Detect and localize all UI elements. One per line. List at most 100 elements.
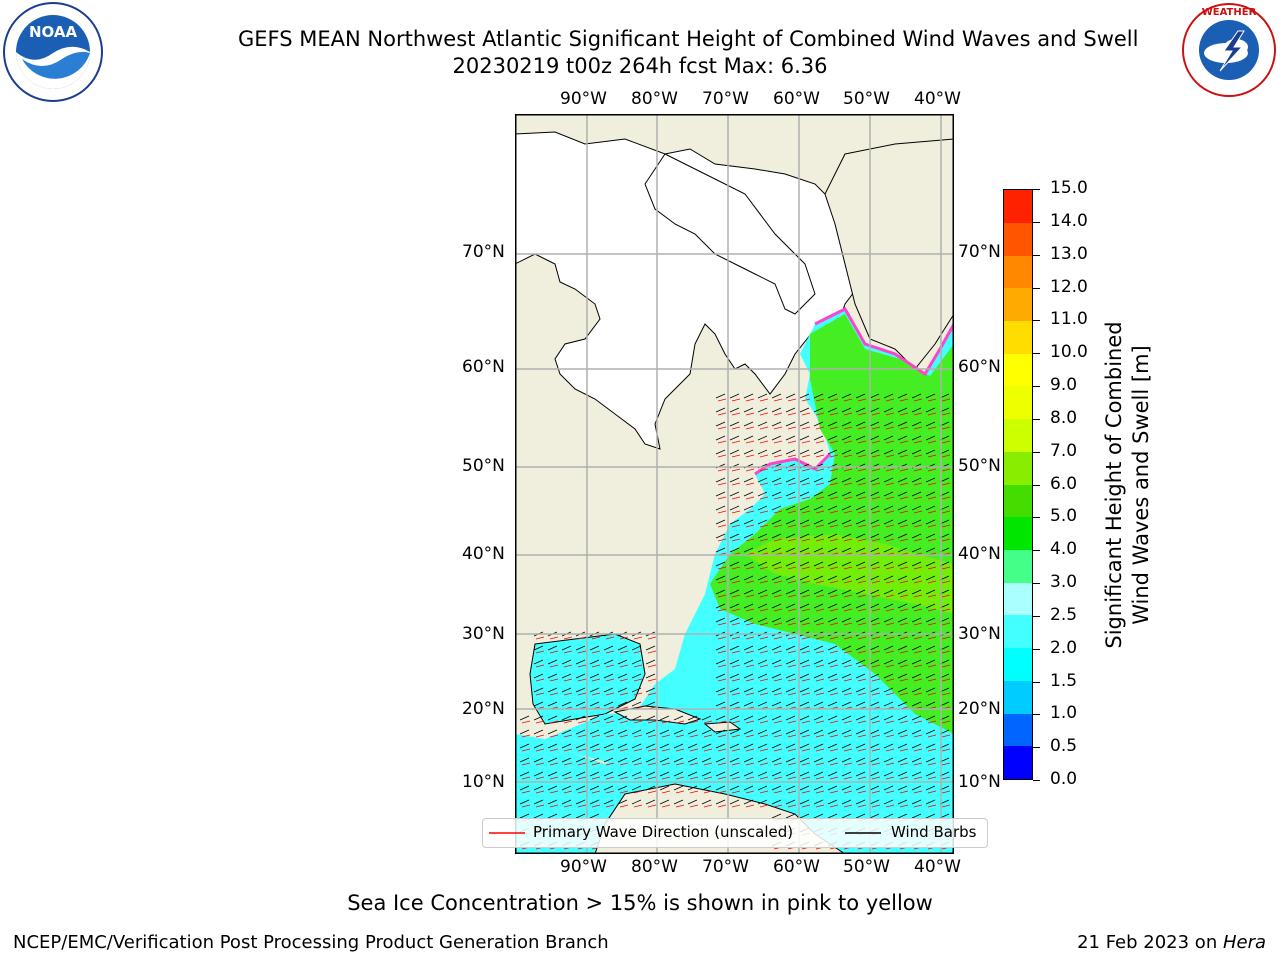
wind-barb <box>757 743 768 749</box>
wave-direction-arrow <box>577 636 587 640</box>
wind-barb <box>925 435 936 441</box>
wave-direction-arrow <box>899 622 909 626</box>
wind-barb <box>547 729 558 735</box>
wave-direction-arrow <box>717 720 727 724</box>
wind-barb <box>729 729 740 735</box>
wave-direction-arrow <box>885 524 895 528</box>
wave-direction-arrow <box>871 692 881 696</box>
wave-direction-arrow <box>829 482 839 486</box>
wave-direction-arrow <box>899 580 909 584</box>
wave-direction-arrow <box>591 636 601 640</box>
wind-barb <box>785 533 796 539</box>
wave-direction-arrow <box>759 412 769 416</box>
wind-barb <box>869 491 880 497</box>
wave-direction-arrow <box>731 496 741 500</box>
wind-barb <box>729 491 740 497</box>
wind-barb <box>589 729 600 735</box>
wave-direction-arrow <box>605 720 615 724</box>
wind-barb <box>603 799 614 805</box>
wind-barb <box>743 393 754 399</box>
wind-barb <box>813 645 824 651</box>
wave-direction-arrow <box>927 412 937 416</box>
wave-direction-arrow <box>899 454 909 458</box>
wave-direction-arrow <box>717 762 727 766</box>
wave-direction-arrow <box>801 692 811 696</box>
wave-direction-arrow <box>801 720 811 724</box>
wind-barb <box>799 771 810 777</box>
wind-barb <box>869 477 880 483</box>
wave-direction-arrow <box>773 720 783 724</box>
wind-barb <box>617 715 628 721</box>
wave-direction-arrow <box>661 734 671 738</box>
wave-direction-arrow <box>899 426 909 430</box>
lon-tick-top: 50°W <box>843 89 890 109</box>
wind-barb <box>771 393 782 399</box>
wave-direction-arrow <box>731 650 741 654</box>
wave-direction-arrow <box>773 804 783 808</box>
wind-barb <box>785 575 796 581</box>
wind-barb <box>603 785 614 791</box>
wave-direction-arrow <box>647 650 657 654</box>
wave-direction-arrow <box>871 762 881 766</box>
wave-direction-arrow <box>773 440 783 444</box>
wave-direction-arrow <box>717 748 727 752</box>
wind-barb <box>757 421 768 427</box>
wind-barb <box>757 617 768 623</box>
colorbar-tick-mark <box>1033 254 1040 256</box>
wave-direction-arrow <box>913 622 923 626</box>
wave-direction-arrow <box>633 636 643 640</box>
colorbar-tick-mark <box>1033 418 1040 420</box>
wave-direction-arrow <box>633 790 643 794</box>
wave-direction-arrow <box>899 748 909 752</box>
wind-barb <box>743 701 754 707</box>
wave-direction-arrow <box>843 482 853 486</box>
wind-barb <box>757 519 768 525</box>
wind-barb <box>659 771 670 777</box>
wind-barb <box>743 785 754 791</box>
wind-barb <box>687 799 698 805</box>
wind-barb <box>855 757 866 763</box>
wave-direction-arrow <box>941 734 951 738</box>
wave-direction-arrow <box>717 538 727 542</box>
wave-direction-arrow <box>815 594 825 598</box>
wave-direction-arrow <box>563 748 573 752</box>
wind-barb <box>701 715 712 721</box>
wave-direction-arrow <box>871 804 881 808</box>
wave-direction-arrow <box>773 510 783 514</box>
wind-barb <box>715 715 726 721</box>
wave-direction-arrow <box>913 580 923 584</box>
wave-direction-arrow <box>619 678 629 682</box>
wind-barb <box>799 617 810 623</box>
wind-barb <box>841 561 852 567</box>
wind-barb <box>771 561 782 567</box>
wind-barb <box>631 645 642 651</box>
wave-direction-arrow <box>773 762 783 766</box>
wind-barb <box>911 757 922 763</box>
wave-direction-arrow <box>913 650 923 654</box>
wind-barb <box>757 701 768 707</box>
wind-barb <box>729 673 740 679</box>
wind-barb <box>883 393 894 399</box>
wave-direction-arrow <box>829 468 839 472</box>
wave-direction-arrow <box>731 608 741 612</box>
wave-direction-arrow <box>759 398 769 402</box>
wind-barb <box>771 813 782 819</box>
wind-barb <box>827 477 838 483</box>
wind-barb <box>743 547 754 553</box>
wind-barb <box>869 435 880 441</box>
wind-barb <box>883 799 894 805</box>
wind-barb <box>785 603 796 609</box>
wave-direction-arrow <box>843 594 853 598</box>
wave-direction-arrow <box>633 804 643 808</box>
wind-barb <box>869 519 880 525</box>
wave-direction-arrow <box>731 482 741 486</box>
wind-barb <box>589 757 600 763</box>
wave-direction-arrow <box>857 636 867 640</box>
wave-direction-arrow <box>591 720 601 724</box>
wind-barb <box>715 785 726 791</box>
wave-direction-arrow <box>759 776 769 780</box>
wave-direction-arrow <box>619 790 629 794</box>
wind-barb <box>561 645 572 651</box>
wind-barb <box>631 799 642 805</box>
wave-direction-arrow <box>745 636 755 640</box>
